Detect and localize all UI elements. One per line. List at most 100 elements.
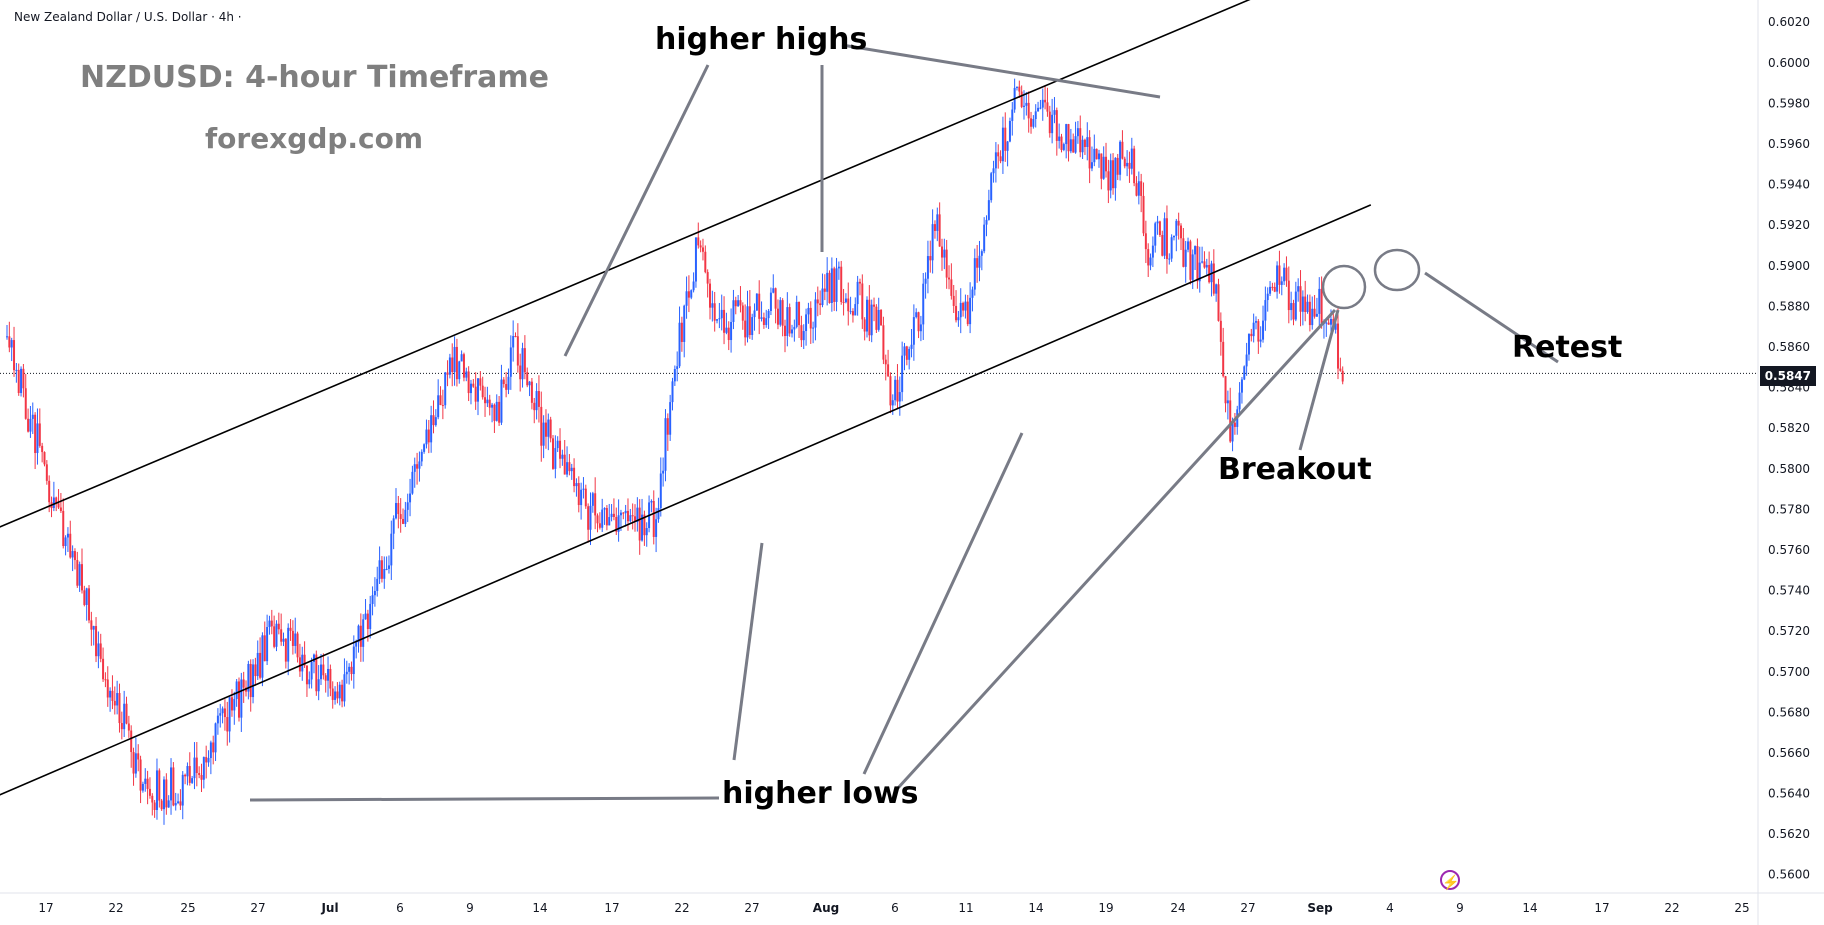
candle-body — [209, 742, 212, 759]
candle-body — [783, 325, 786, 336]
candle-body — [1025, 102, 1028, 106]
candle-body — [223, 708, 226, 718]
candle-body — [317, 679, 320, 692]
candle-body — [802, 331, 805, 341]
candle-body — [866, 299, 869, 332]
candle-body — [666, 418, 669, 435]
candle-body — [884, 359, 887, 365]
annotation-pointer — [1298, 309, 1340, 451]
candle-body — [411, 471, 414, 494]
candle-body — [104, 679, 107, 681]
candle-body — [1105, 156, 1108, 172]
candle-body — [146, 778, 149, 789]
candle-body — [819, 303, 822, 306]
candle-body — [1119, 141, 1122, 175]
candle-body — [90, 620, 93, 630]
candle-body — [933, 224, 936, 231]
candle-body — [563, 454, 566, 475]
candle-body — [1180, 225, 1183, 239]
candle-body — [486, 399, 489, 404]
candle-body — [38, 423, 41, 446]
candle-body — [1055, 110, 1058, 141]
candle-body — [256, 652, 259, 677]
candle-body — [1271, 286, 1274, 288]
candle-body — [561, 454, 564, 459]
x-tick-label: 17 — [604, 901, 619, 915]
symbol-title[interactable]: New Zealand Dollar / U.S. Dollar · 4h · — [14, 10, 242, 24]
x-tick-label: Jul — [320, 901, 338, 915]
x-tick-label: 4 — [1386, 901, 1394, 915]
x-tick-label: 6 — [396, 901, 404, 915]
candle-body — [730, 321, 733, 341]
candle-body — [992, 168, 995, 174]
candle-body — [814, 299, 817, 328]
candle-body — [594, 493, 597, 516]
candle-body — [1222, 341, 1225, 377]
candle-body — [826, 272, 829, 292]
candle-body — [207, 758, 210, 763]
candle-body — [1023, 105, 1026, 107]
candle-body — [467, 371, 470, 394]
candle-body — [392, 518, 395, 534]
candle-body — [805, 314, 808, 332]
candle-body — [1114, 157, 1117, 189]
candle-body — [912, 317, 915, 345]
candle-body — [940, 246, 943, 258]
candle-body — [1250, 333, 1253, 337]
candle-body — [1163, 218, 1166, 256]
candle-body — [441, 405, 444, 407]
annotation-retest: Retest — [1512, 330, 1623, 365]
candle-body — [41, 445, 44, 453]
candle-body — [671, 381, 674, 403]
candle-body — [723, 309, 726, 333]
candle-body — [1304, 296, 1307, 312]
y-tick-label: 0.5920 — [1768, 218, 1810, 232]
x-tick-label: 14 — [1522, 901, 1537, 915]
candle-body — [650, 500, 653, 503]
candle-body — [62, 510, 65, 547]
candle-body — [1294, 291, 1297, 320]
candle-body — [193, 757, 196, 779]
candle-body — [479, 378, 482, 386]
candle-body — [1102, 156, 1105, 179]
candle-body — [350, 666, 353, 675]
candle-body — [376, 578, 379, 591]
candle-body — [474, 386, 477, 402]
lightning-icon[interactable]: ⚡ — [1440, 870, 1460, 890]
candle-body — [521, 348, 524, 380]
candle-body — [186, 766, 189, 777]
candle-body — [1151, 245, 1154, 258]
candle-body — [252, 664, 255, 698]
candle-body — [1095, 148, 1098, 160]
candle-body — [259, 652, 262, 678]
candle-body — [1301, 296, 1304, 312]
candle-body — [55, 497, 58, 504]
candle-body — [85, 588, 88, 605]
candle-body — [584, 488, 587, 507]
candle-body — [212, 742, 215, 753]
candle-body — [345, 671, 348, 675]
candle-body — [1154, 223, 1157, 246]
candle-body — [270, 620, 273, 627]
candle-body — [919, 324, 922, 332]
candle-body — [725, 327, 728, 333]
candle-body — [31, 414, 34, 419]
x-tick-label: 19 — [1098, 901, 1113, 915]
candle-body — [36, 423, 39, 454]
candle-body — [1048, 111, 1051, 134]
candle-body — [1327, 322, 1330, 325]
candle-body — [863, 319, 866, 332]
candle-body — [854, 304, 857, 316]
candle-body — [66, 533, 69, 538]
candle-body — [1116, 157, 1119, 175]
candle-body — [1339, 368, 1342, 371]
candle-body — [502, 379, 505, 385]
candle-body — [551, 438, 554, 469]
candle-body — [568, 462, 571, 472]
candle-body — [148, 788, 151, 796]
candle-body — [823, 288, 826, 292]
y-tick-label: 0.5600 — [1768, 868, 1810, 882]
candle-body — [901, 355, 904, 393]
